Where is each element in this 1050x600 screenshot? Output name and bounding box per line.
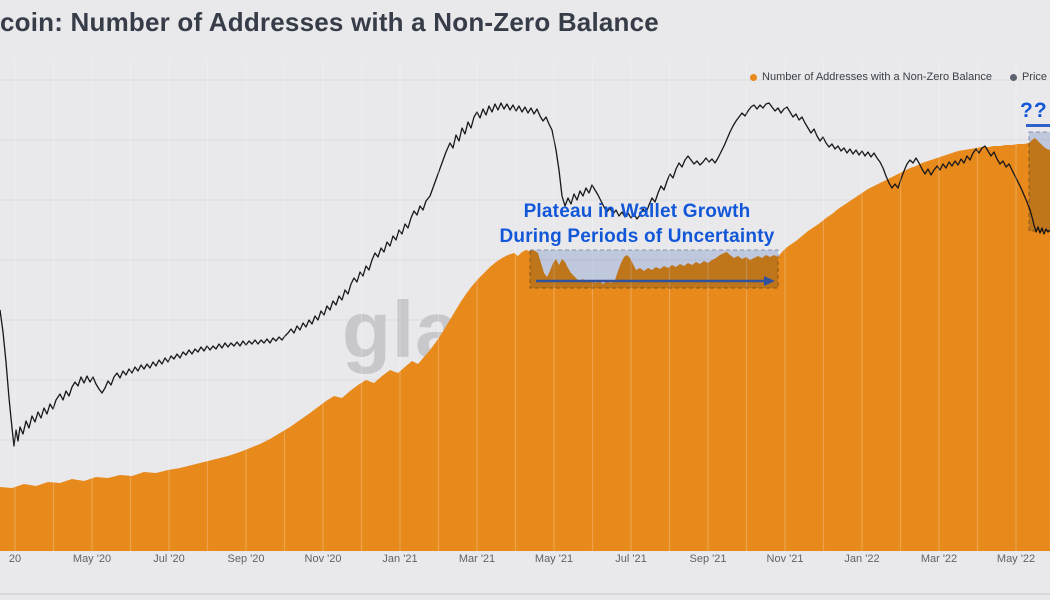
- addresses-area-series: [0, 138, 1050, 551]
- x-axis-label: Sep '20: [227, 553, 265, 565]
- addresses-dot-icon: [750, 73, 758, 81]
- chart-title: coin: Number of Addresses with a Non-Zer…: [0, 7, 659, 37]
- legend-item-price[interactable]: Price: [1009, 71, 1047, 83]
- x-axis-label: May '21: [534, 553, 574, 565]
- plateau-annotation-line-2: During Periods of Uncertainty: [499, 226, 775, 247]
- plateau-annotation: Plateau in Wallet Growth During Periods …: [437, 199, 837, 249]
- plateau-annotation-line-1: Plateau in Wallet Growth: [523, 201, 751, 222]
- x-axis-label: May '22: [996, 553, 1036, 565]
- x-axis-label: Mar '22: [920, 553, 958, 565]
- x-axis-label: Mar '21: [458, 553, 496, 565]
- question-marks-annotation: ??: [1020, 99, 1048, 122]
- x-axis-label: Jul '20: [153, 553, 185, 565]
- plateau-arrow-head-icon: [764, 276, 775, 286]
- legend-label-price: Price: [1021, 71, 1047, 83]
- x-axis-label: Jan '21: [382, 553, 418, 565]
- x-axis-label: Nov '20: [304, 553, 342, 565]
- legend-item-addresses[interactable]: Number of Addresses with a Non-Zero Bala…: [750, 71, 992, 83]
- question-marks-underline: [1026, 124, 1050, 127]
- bottom-divider: [0, 593, 1050, 595]
- x-axis-label: Jan '22: [844, 553, 880, 565]
- legend: Number of Addresses with a Non-Zero Bala…: [750, 71, 1047, 83]
- x-axis-label: Nov '21: [766, 553, 804, 565]
- future-plateau-highlight-box: [1028, 131, 1050, 232]
- x-axis-label: 20: [8, 553, 22, 565]
- x-axis-label: Sep '21: [689, 553, 727, 565]
- x-axis: 20 May '20 Jul '20 Sep '20 Nov '20 Jan '21 Mar…: [0, 553, 1050, 573]
- legend-label-addresses: Number of Addresses with a Non-Zero Bala…: [762, 71, 992, 83]
- x-axis-label: May '20: [72, 553, 112, 565]
- price-line-series: [0, 102, 1050, 447]
- price-dot-icon: [1009, 73, 1017, 81]
- x-axis-label: Jul '21: [615, 553, 647, 565]
